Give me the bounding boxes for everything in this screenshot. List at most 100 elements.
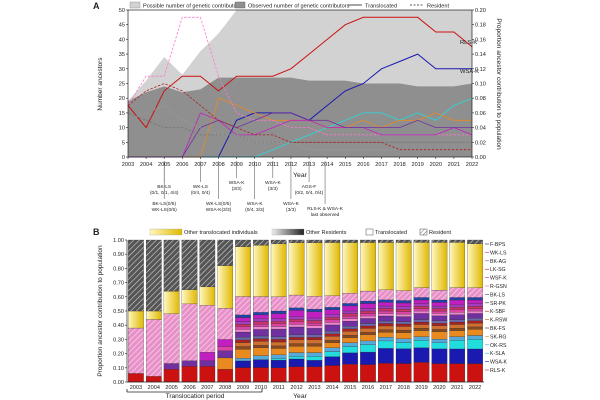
bar-segment-bk-fs: [360, 332, 376, 335]
bar-segment-wsf-k: [449, 309, 466, 313]
series-line-rls-k: [127, 16, 473, 129]
y2-tick-label: 0.08: [475, 96, 486, 102]
bar-segment-hatch: [342, 293, 358, 304]
bar-segment-r-gsn: [449, 312, 466, 315]
bar-segment-f-bps: [342, 303, 358, 307]
annotation-text: (0/4, 0/4): [191, 190, 211, 196]
bar-segment-f-bps: [306, 308, 323, 312]
b-x-axis-label: Year: [293, 393, 307, 400]
bar-segment-r-gsn: [413, 310, 430, 314]
bar-segment-f-bps: [449, 297, 466, 301]
panel-b-axes: 0.00 0.10 0.20 0.30 0.40 0.50 0.60 0.70 0.80 0.90…: [97, 238, 484, 400]
bar-segment-bk-ag: [467, 303, 483, 307]
bar-segment-sk-rg: [377, 332, 394, 338]
bar-segment-sk-rg: [413, 330, 430, 337]
b-x-tick-label: 2004: [148, 385, 160, 391]
bar-segment-ok-rs: [377, 337, 394, 342]
bar-segment-k-sla: [342, 346, 358, 353]
bar-segment-bk-ls: [235, 331, 251, 338]
bar-segment-sr-pk: [467, 318, 483, 321]
bar-segment-k-rsw: [342, 331, 358, 336]
bar-segment-rls-k: [431, 363, 448, 383]
bar-segment-hatch: [181, 240, 198, 290]
bar-segment-wk-ls: [342, 305, 358, 312]
bar-segment-hatch: [253, 296, 269, 313]
y2-tick-label: 0.10: [475, 82, 486, 88]
bar-segment-ok-rs: [253, 355, 269, 360]
legend-observed-label: Observed number of genetic contributors: [248, 4, 350, 10]
y-tick-label: 5: [122, 140, 125, 146]
bar-segment-f-bps: [235, 314, 251, 318]
bar-segment-f-bps: [253, 312, 269, 316]
bar-segment-hatch: [360, 291, 376, 302]
bar-segment-lk-sg: [288, 319, 305, 322]
bar-segment-k-sbf: [253, 338, 269, 342]
bar-segment-other-translocated-individuals: [163, 290, 180, 314]
bar-segment-ok-rs: [324, 347, 341, 352]
bar-segment-f-bps: [377, 299, 394, 303]
ancestor-label: BK-AG: [490, 259, 506, 265]
ancestor-lines: [127, 16, 473, 158]
bar-segment-hatch: [449, 240, 465, 243]
bar-segment-hatch: [253, 240, 269, 246]
bar-segment-sk-rg: [270, 348, 287, 355]
bar-segment-k-rsw: [449, 324, 466, 329]
bar-segment-hatch: [163, 313, 180, 364]
bar-segment-bk-fs: [342, 334, 358, 338]
bar-segment-bk-ls: [163, 363, 180, 370]
y2-tick-label: 0.20: [475, 8, 486, 14]
b-x-tick-label: 2006: [183, 385, 195, 391]
x-tick-label: 2021: [448, 162, 460, 168]
bar-segment-bk-fs: [270, 345, 287, 349]
bar-segment-wsf-k: [253, 323, 269, 327]
bar-segment-sk-rg: [449, 330, 466, 337]
bar-segment-bk-fs: [235, 346, 251, 350]
y2-tick-label: 0.04: [475, 126, 486, 132]
bar-segment-k-sla: [306, 356, 323, 361]
bar-segment-bk-ag: [449, 304, 466, 308]
panel-a-axes: 0 5 10 15 20 25 30 35 40 45 50 0.00 0.02 0.04 0.06 0.08…: [97, 8, 502, 179]
ancestor-label: RLS-K: [490, 368, 506, 374]
bar-segment-r-gsn: [253, 326, 269, 330]
bar-segment-bk-ag: [235, 321, 251, 325]
b-x-tick-label: 2022: [469, 385, 481, 391]
bar-segment-k-sbf: [395, 323, 412, 327]
bar-segment-bk-ls: [413, 313, 430, 320]
bar-segment-ok-rs: [395, 338, 412, 343]
bar-segment-bk-ag: [360, 308, 376, 312]
bar-segment-k-sbf: [270, 339, 287, 343]
bar-segment-hatch: [396, 240, 412, 243]
bar-segment-bk-ls: [467, 313, 483, 319]
bar-segment-r-gsn: [467, 310, 483, 314]
b-x-tick-label: 2020: [433, 385, 445, 391]
b-y-tick-label: 0.00: [113, 380, 124, 386]
annotation-text: WK-LS(0/5): [206, 201, 231, 207]
legend-translocated-label: Translocated: [365, 4, 397, 10]
bar-segment-k-sla: [377, 340, 394, 349]
bar-segment-k-sbf: [431, 323, 448, 326]
bar-segment-bk-ag: [288, 316, 305, 320]
ancestor-label: F-BPS: [490, 242, 506, 248]
x-tick-label: 2004: [140, 162, 152, 168]
annotation-text: WK-LS: [193, 184, 208, 190]
y2-axis-label: Proportion ancestor contribution to popu…: [495, 18, 502, 150]
bar-segment-rls-k: [324, 365, 341, 383]
bar-segment-hatch: [378, 289, 394, 300]
bar-segment-f-bps: [467, 297, 483, 301]
bar-segment-other-translocated-individuals: [145, 310, 162, 320]
annotation-text: WSA-K: [283, 201, 300, 207]
bar-segment-k-rsw: [270, 341, 287, 346]
bar-segment-wsf-k: [377, 310, 394, 314]
annotation-text: WSA-K: [229, 180, 246, 186]
x-tick-label: 2015: [339, 162, 351, 168]
x-tick-label: 2016: [357, 162, 369, 168]
bar-segment-hatch: [199, 305, 215, 353]
bar-segment-ok-rs: [449, 336, 466, 341]
bar-segment-k-sbf: [377, 323, 394, 327]
bar-segment-rls-k: [377, 363, 394, 383]
bar-segment-bk-ls: [395, 316, 412, 322]
bar-segment-hatch: [271, 240, 287, 244]
bar-segment-other-translocated-individuals: [324, 242, 341, 296]
x-tick-label: 2020: [430, 162, 442, 168]
x-tick-label: 2003: [122, 162, 134, 168]
